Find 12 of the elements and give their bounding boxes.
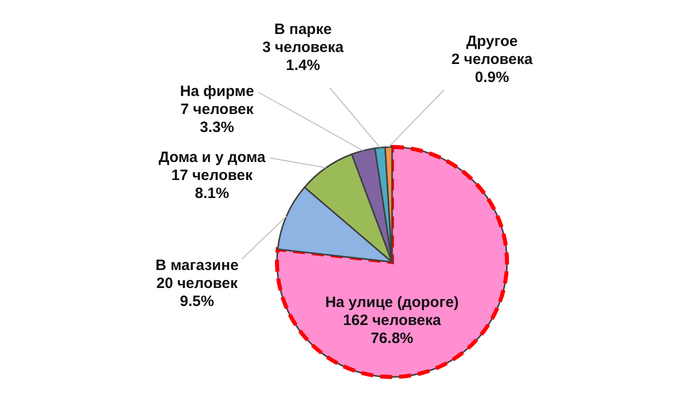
data-label: 2 человека 0.9% — [451, 51, 534, 86]
slice-label: Дома и у дома — [158, 149, 266, 166]
slice-label: На улице (дороге) — [325, 294, 459, 311]
data-label: 20 человек 9.5% — [156, 275, 238, 310]
data-label: 17 человек 8.1% — [171, 167, 254, 202]
data-label: 162 человека 76.8% — [343, 312, 442, 347]
slice-label: В магазине — [155, 257, 239, 274]
slice-label: Другое — [466, 33, 518, 50]
data-label: 3 человека 1.4% — [262, 39, 344, 74]
slice-label: В парке — [274, 21, 332, 38]
slice-label: На фирме — [180, 83, 254, 100]
data-label: 7 человек 3.3% — [180, 101, 254, 136]
